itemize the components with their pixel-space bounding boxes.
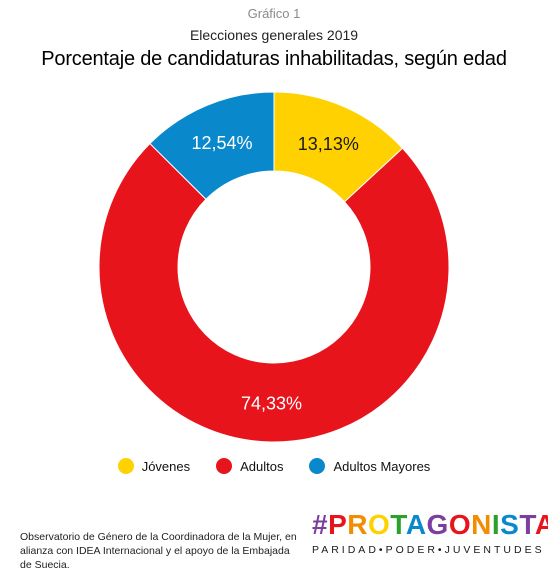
donut-slices: [98, 91, 450, 443]
brand-letter: S: [500, 509, 520, 540]
protagonistas-logo: #PROTAGONISTAS PARIDAD•PODER•JUVENTUDES: [312, 509, 548, 557]
donut-slice-adultos: [98, 142, 450, 443]
donut-chart: 13,13% 74,33% 12,54%: [98, 91, 450, 443]
data-label: 12,54%: [191, 133, 252, 153]
brand-letter: G: [426, 509, 449, 540]
legend-item-jovenes: Jóvenes: [117, 458, 191, 474]
legend-label: Adultos: [240, 458, 284, 474]
brand-letter: A: [534, 509, 548, 540]
legend-swatch: [216, 458, 233, 474]
brand-letter: N: [471, 509, 492, 540]
brand-hash: #: [312, 509, 329, 540]
legend-label: Adultos Mayores: [333, 458, 431, 474]
brand-letter: P: [328, 509, 348, 540]
chart-subtitle: Elecciones generales 2019: [189, 27, 359, 43]
brand-letter: A: [405, 509, 427, 540]
brand-letter: I: [491, 509, 501, 540]
data-label: 13,13%: [298, 134, 359, 154]
brand-letter: T: [390, 509, 406, 540]
legend-item-adultos: Adultos: [216, 458, 283, 474]
legend-swatch: [117, 458, 134, 474]
chart-kicker: Gráfico 1: [247, 6, 301, 21]
donut-data-labels: 13,13% 74,33% 12,54%: [191, 133, 358, 414]
data-label: 74,33%: [241, 393, 302, 413]
brand-letter: R: [347, 509, 368, 540]
legend-swatch: [309, 458, 326, 474]
donut-slice-adultos-mayores: [149, 91, 275, 200]
brand-letter: O: [368, 509, 391, 540]
brand-letter: T: [519, 509, 535, 540]
chart-legend: Jóvenes Adultos Adultos Mayores: [0, 458, 548, 474]
brand-wordmark: #PROTAGONISTAS: [312, 509, 548, 540]
source-note: Observatorio de Género de la Coordinador…: [20, 531, 297, 571]
chart-title: Porcentaje de candidaturas inhabilitadas…: [41, 48, 507, 70]
legend-label: Jóvenes: [141, 458, 191, 474]
legend-item-adultos-mayores: Adultos Mayores: [309, 458, 430, 474]
brand-letter: O: [448, 509, 472, 540]
brand-tagline: PARIDAD•PODER•JUVENTUDES: [312, 544, 545, 556]
